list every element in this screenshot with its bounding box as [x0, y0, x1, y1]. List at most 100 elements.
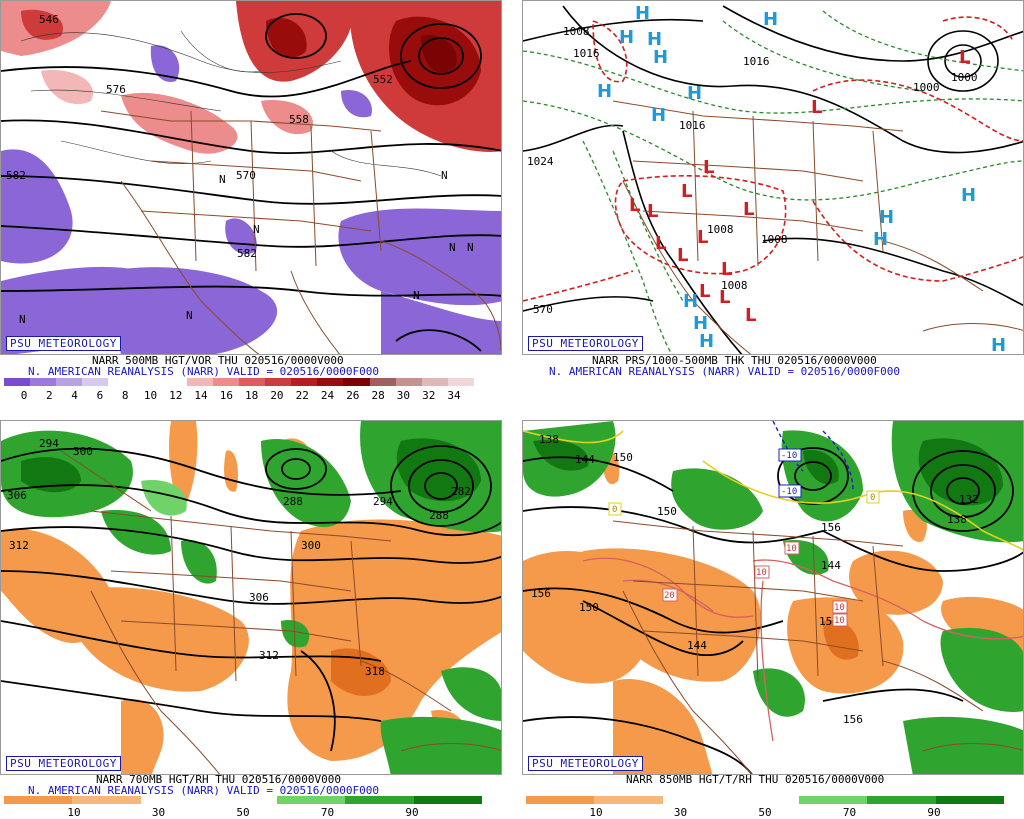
- height-label: 132: [959, 493, 979, 506]
- colorbar-swatch: [238, 378, 266, 386]
- isobar-label: 1008: [707, 223, 734, 236]
- isobar-label: 1000: [913, 81, 940, 94]
- height-label: 156: [821, 521, 841, 534]
- colorbar-swatch: [277, 796, 346, 804]
- psu-meteorology-logo: PSU METEOROLOGY: [528, 756, 643, 771]
- height-label: 138: [539, 433, 559, 446]
- vorticity-colorbar: [4, 378, 474, 386]
- colorbar-swatch: [799, 796, 868, 804]
- colorbar-swatch: [526, 796, 595, 804]
- colorbar-tick-label: 30: [396, 389, 411, 402]
- colorbar-tick-label: 90: [927, 806, 941, 819]
- low-pressure-marker: L: [743, 199, 754, 220]
- contour-label: 582: [6, 169, 26, 182]
- colorbar-tick-label: 32: [422, 389, 436, 402]
- contour-label: 558: [289, 113, 309, 126]
- psu-meteorology-logo: PSU METEOROLOGY: [528, 336, 643, 351]
- colorbar-tick-label: 2: [45, 389, 53, 402]
- colorbar-swatch: [208, 796, 278, 804]
- height-label: 144: [575, 453, 595, 466]
- high-pressure-marker: H: [873, 229, 888, 250]
- colorbar-swatch: [867, 796, 936, 804]
- isobar-label: 1008: [721, 279, 748, 292]
- temp-label: 20: [664, 591, 675, 601]
- colorbar-tick-label: 14: [194, 389, 208, 402]
- panel-500mb-title: NARR 500MB HGT/VOR THU 020516/0000V000: [92, 354, 344, 367]
- temp-label: -10: [781, 487, 797, 497]
- height-label: 306: [249, 591, 269, 604]
- panel-850mb-title: NARR 850MB HGT/T/RH THU 020516/0000V000: [626, 773, 885, 786]
- height-label: 156: [531, 587, 551, 600]
- low-pressure-marker: L: [721, 259, 732, 280]
- colorbar-tick-label: 28: [371, 389, 385, 402]
- height-label: 294: [373, 495, 393, 508]
- isobar-label: 1016: [679, 119, 706, 132]
- contour-label: 546: [39, 13, 59, 26]
- height-label: 288: [283, 495, 303, 508]
- height-label: 138: [947, 513, 967, 526]
- colorbar-tick-label: 10: [589, 806, 603, 819]
- colorbar-tick-label: 30: [673, 806, 688, 819]
- vort-n-marker: N: [186, 309, 193, 322]
- high-pressure-marker: H: [991, 335, 1006, 355]
- high-pressure-marker: H: [619, 27, 634, 48]
- colorbar-swatch: [594, 796, 663, 804]
- temp-label: 10: [786, 544, 797, 554]
- contour-label: 552: [373, 73, 393, 86]
- colorbar-tick-label: 70: [842, 806, 857, 819]
- high-pressure-marker: H: [687, 83, 702, 104]
- colorbar-swatch: [134, 378, 161, 386]
- colorbar-tick-label: 4: [71, 389, 78, 402]
- high-pressure-marker: H: [653, 47, 668, 68]
- thickness-label: 570: [533, 303, 553, 316]
- colorbar-swatch: [160, 378, 187, 386]
- colorbar-tick-label: 10: [143, 389, 158, 402]
- temp-label: 10: [834, 603, 845, 613]
- colorbar-swatch: [265, 378, 292, 386]
- contour-label: 576: [106, 83, 126, 96]
- high-pressure-marker: H: [647, 29, 662, 50]
- low-pressure-marker: L: [629, 195, 640, 216]
- panel-500mb-subtitle: N. AMERICAN REANALYSIS (NARR) VALID = 02…: [28, 365, 379, 378]
- high-pressure-marker: H: [693, 313, 708, 334]
- temp-label: 10: [834, 616, 845, 626]
- colorbar-swatch: [421, 378, 448, 386]
- low-pressure-marker: L: [699, 281, 710, 302]
- colorbar-swatch: [82, 378, 109, 386]
- high-pressure-marker: H: [635, 3, 650, 24]
- high-pressure-marker: H: [699, 331, 714, 352]
- vort-n-marker: N: [253, 223, 260, 236]
- map-surface: H H H H H H H H H H H H H H H L L L L L …: [523, 3, 1023, 355]
- colorbar-swatch: [317, 378, 344, 386]
- map-850mb: 138 144 150 156 150 150 144 156 132 138 …: [523, 421, 1023, 774]
- colorbar-swatch: [72, 796, 141, 804]
- colorbar-swatch: [935, 796, 1004, 804]
- high-pressure-marker: H: [683, 291, 698, 312]
- height-label: 282: [451, 485, 471, 498]
- isobar-label: 1024: [527, 155, 554, 168]
- height-label: 150: [613, 451, 633, 464]
- vort-n-marker: N: [219, 173, 226, 186]
- high-pressure-marker: H: [961, 185, 976, 206]
- colorbar-tick-label: 50: [758, 806, 772, 819]
- colorbar-swatch: [413, 796, 482, 804]
- panel-surface-title: NARR PRS/1000-500MB THK THU 020516/0000V…: [592, 354, 877, 367]
- isobar-label: 1016: [743, 55, 770, 68]
- height-label: 318: [365, 665, 385, 678]
- rh-700mb-colorbar: [4, 796, 482, 804]
- low-pressure-marker: L: [655, 233, 666, 254]
- isobar-label: 1008: [563, 25, 590, 38]
- map-500mb: 546 576 582 570 582 558 552 N N N N N N …: [1, 1, 501, 354]
- panel-700mb-title: NARR 700MB HGT/RH THU 020516/0000V000: [96, 773, 342, 786]
- vort-n-marker: N: [467, 241, 474, 254]
- colorbar-tick-label: 20: [270, 389, 284, 402]
- panel-500mb-vorticity: 546 576 582 570 582 558 552 N N N N N N …: [0, 0, 502, 355]
- vort-n-marker: N: [441, 169, 448, 182]
- colorbar-swatch: [345, 796, 414, 804]
- colorbar-tick-label: 26: [346, 389, 360, 402]
- panel-700mb-rh: 294 300 306 312 288 300 294 282 288 306 …: [0, 420, 502, 775]
- colorbar-swatch: [369, 378, 396, 386]
- vort-n-marker: N: [19, 313, 26, 326]
- colorbar-tick-label: 24: [320, 389, 335, 402]
- panel-850mb-rh: 138 144 150 156 150 150 144 156 132 138 …: [522, 420, 1024, 775]
